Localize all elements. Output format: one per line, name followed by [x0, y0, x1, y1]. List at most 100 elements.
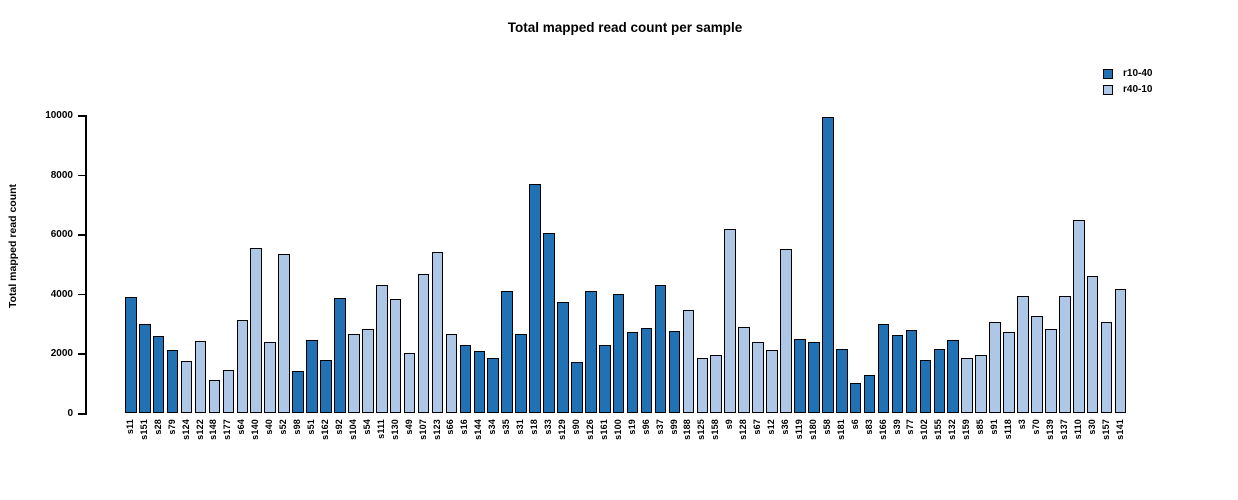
legend-swatch-r10-40	[1103, 69, 1113, 79]
x-tick-label: s91	[989, 419, 1000, 435]
x-tick-label: s188	[682, 419, 693, 440]
x-tick-label: s58	[821, 419, 832, 435]
x-tick-label: s144	[473, 419, 484, 440]
bar	[194, 341, 207, 413]
bar	[348, 334, 360, 413]
y-tick	[78, 115, 85, 117]
bar	[264, 342, 276, 413]
bar	[905, 330, 918, 413]
bar	[306, 340, 318, 413]
x-tick-label: s83	[863, 419, 874, 435]
x-tick-label: s139	[1044, 419, 1055, 440]
bar	[919, 360, 932, 413]
y-tick-label: 0	[67, 408, 73, 419]
bar	[152, 335, 165, 413]
bar	[654, 285, 667, 413]
bar	[1100, 322, 1113, 413]
bar	[403, 353, 416, 413]
x-tick-label: s102	[919, 419, 930, 440]
x-tick-label: s3	[1017, 419, 1027, 430]
bar	[682, 310, 695, 413]
bar	[529, 184, 541, 413]
x-tick-label: s31	[515, 419, 526, 435]
x-tick-label: s180	[807, 419, 818, 440]
x-tick-label: s158	[710, 419, 721, 440]
x-tick-label: s125	[696, 419, 707, 440]
x-tick-label: s33	[543, 419, 554, 435]
bar	[626, 331, 639, 413]
bar	[877, 324, 890, 413]
bar	[320, 359, 332, 413]
y-tick-label: 2000	[50, 348, 73, 360]
bar	[612, 294, 625, 413]
legend-item-r10-40: r10-40	[1103, 66, 1152, 82]
y-axis-line	[85, 115, 87, 415]
x-tick-label: s51	[306, 419, 317, 435]
bar	[752, 342, 764, 413]
bar	[696, 358, 709, 413]
x-tick-label: s18	[529, 419, 540, 435]
bar	[1003, 331, 1015, 413]
bar	[961, 358, 973, 413]
x-tick-label: s49	[403, 419, 414, 435]
x-tick-label: s140	[250, 419, 261, 440]
x-tick-label: s118	[1003, 419, 1014, 440]
x-tick-label: s30	[1086, 419, 1097, 435]
x-tick-label: s151	[138, 419, 149, 440]
bar	[236, 319, 249, 413]
x-tick-label: s85	[975, 419, 986, 435]
x-tick-label: s126	[584, 419, 595, 440]
x-tick-label: s99	[668, 419, 679, 435]
x-tick-label: s79	[166, 419, 177, 435]
bar	[250, 247, 263, 413]
x-tick-label: s162	[320, 419, 330, 440]
x-tick-label: s54	[361, 419, 372, 435]
x-tick-label: s100	[612, 419, 623, 440]
x-tick-label: s181	[835, 419, 846, 440]
x-tick-label: s36	[780, 419, 791, 435]
x-tick-label: s104	[347, 419, 358, 440]
y-tick	[78, 234, 85, 236]
x-tick-label: s148	[208, 419, 219, 440]
bar	[1045, 328, 1057, 413]
bar	[501, 291, 513, 413]
x-tick-label: s137	[1058, 419, 1069, 440]
bar	[166, 350, 179, 413]
bar	[598, 345, 611, 413]
x-tick-label: s129	[556, 419, 567, 440]
y-tick	[78, 413, 85, 415]
x-tick-label: s141	[1114, 419, 1125, 440]
x-tick-label: s110	[1072, 419, 1083, 440]
x-tick-label: s6	[849, 419, 860, 430]
bar	[334, 297, 346, 413]
bar	[1017, 295, 1029, 413]
bar	[585, 290, 597, 413]
x-tick-label: s132	[947, 419, 958, 440]
x-tick-label: s159	[961, 419, 972, 440]
y-tick	[78, 293, 85, 296]
x-tick-label: s96	[640, 419, 651, 435]
x-tick-label: s34	[487, 419, 498, 435]
bar	[808, 342, 820, 413]
bar	[138, 323, 151, 413]
x-tick-label: s130	[389, 419, 400, 440]
bar	[710, 355, 723, 413]
y-tick	[78, 353, 85, 355]
bar	[640, 328, 653, 413]
chart-title: Total mapped read count per sample	[507, 20, 743, 35]
bar	[431, 252, 444, 413]
x-tick-label: s155	[933, 419, 944, 440]
x-tick-label: s16	[459, 419, 470, 435]
bar	[571, 362, 583, 413]
bar	[863, 375, 876, 413]
x-tick-label: s9	[724, 419, 735, 430]
x-tick-label: s90	[570, 419, 581, 435]
bar	[989, 322, 1001, 413]
bar	[389, 299, 402, 413]
legend-item-r40-10: r40-10	[1103, 82, 1152, 98]
bar	[292, 371, 304, 413]
x-tick-label: s166	[877, 419, 888, 440]
x-tick-label: s107	[417, 419, 428, 440]
legend-label-r10-40: r10-40	[1123, 68, 1153, 79]
